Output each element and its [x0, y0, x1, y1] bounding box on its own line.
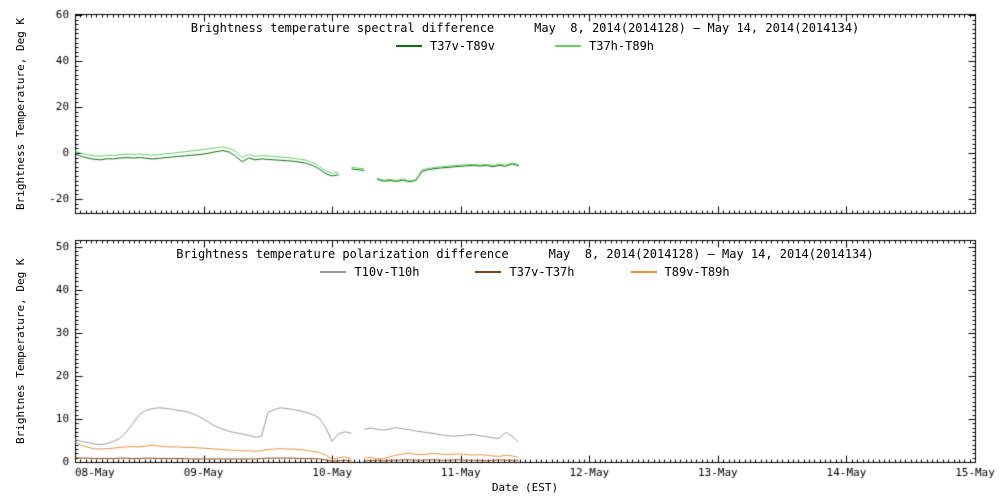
spectral-chart-date-range: May 8, 2014(2014128) — May 14, 2014(2014… — [534, 21, 860, 35]
spectral-chart-title: Brightness temperature spectral differen… — [190, 21, 495, 35]
t10v-t10h-legend-label: T10v-T10h — [354, 265, 420, 279]
t89v-t89h-legend-label: T89v-T89h — [664, 265, 730, 279]
polarization-chart-title: Brightness temperature polarization diff… — [176, 247, 509, 261]
polarization-chart-date-range: May 8, 2014(2014128) — May 14, 2014(2014… — [548, 247, 874, 261]
t89v-t89h-line-sample-icon — [630, 271, 657, 273]
t37h-t89h-legend-label: T37h-T89h — [589, 39, 655, 53]
legend-item-t89v-t89h: T89v-T89h — [630, 265, 730, 279]
t37v-t89v-legend-label: T37v-T89v — [429, 39, 495, 53]
spectral-chart-legend: T37v-T89v T37h-T89h — [75, 39, 975, 53]
t37v-t37h-legend-label: T37v-T37h — [509, 265, 575, 279]
spectral-chart-title-row: Brightness temperature spectral differen… — [75, 21, 975, 35]
polarization-chart-title-row: Brightness temperature polarization diff… — [75, 247, 975, 261]
legend-item-t37v-t89v: T37v-T89v — [395, 39, 495, 53]
legend-item-t10v-t10h: T10v-T10h — [320, 265, 419, 279]
polarization-chart-y-axis-label: Brightnes Temperature, Deg K — [14, 258, 27, 444]
x-axis-label: Date (EST) — [491, 481, 559, 494]
t37h-t89h-line-sample-icon — [555, 45, 581, 47]
t37v-t37h-line-sample-icon — [475, 271, 502, 273]
legend-item-t37v-t37h: T37v-T37h — [475, 265, 575, 279]
legend-item-t37h-t89h: T37h-T89h — [555, 39, 654, 53]
polarization-chart-legend: T10v-T10h T37v-T37h T89v-T89h — [75, 265, 975, 279]
spectral-chart-y-axis-label: Brightness Temperature, Deg K — [14, 17, 27, 210]
t37v-t89v-line-sample-icon — [395, 45, 422, 47]
t10v-t10h-line-sample-icon — [320, 271, 347, 273]
